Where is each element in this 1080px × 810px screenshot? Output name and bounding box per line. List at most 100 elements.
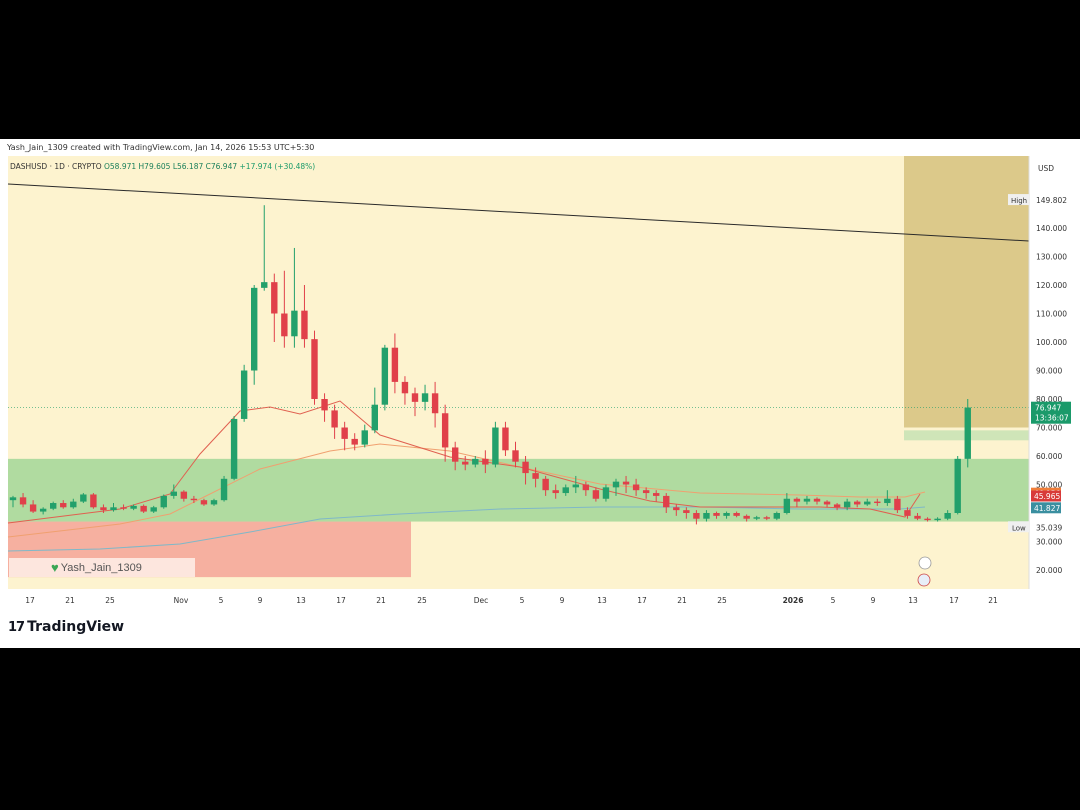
chart-svg: USD 140.000 130.000 120.000 110.000 100.000 90… (0, 156, 1080, 609)
candle-body (924, 518, 931, 521)
candle-body (582, 484, 590, 491)
x-tick-label: 17 (949, 596, 959, 605)
candle-body (230, 418, 238, 479)
trendline (7, 183, 1030, 242)
candle-body (100, 507, 107, 511)
candle-body (210, 500, 218, 505)
candle-body (562, 487, 569, 494)
candle-body (833, 504, 841, 508)
flag-icon (917, 573, 931, 587)
last-price-tag: 76.947 (1035, 404, 1061, 413)
candle-body (673, 507, 680, 511)
candle-body (743, 515, 750, 519)
candle-body (271, 282, 278, 314)
low-tag-bg (1008, 521, 1029, 533)
ma-blue-line (7, 506, 926, 552)
candle-body (150, 507, 157, 512)
candle-body (50, 503, 57, 509)
candle-body (512, 450, 519, 462)
candle-body (180, 491, 188, 499)
candle-body (29, 504, 37, 512)
candle-body (854, 501, 861, 505)
candle-body (663, 495, 670, 508)
candle-body (934, 518, 941, 521)
candle-body (281, 313, 288, 337)
credit-text: Yash_Jain_1309 created with TradingView.… (7, 143, 315, 152)
x-tick-label: 21 (65, 596, 75, 605)
candle-body (130, 505, 137, 509)
ma-blue-tag: 41.827 (1034, 504, 1060, 513)
candle-body (944, 513, 951, 519)
candle-body (80, 494, 87, 502)
candle-body (291, 310, 298, 337)
ma-blue-tag-bg (1031, 502, 1061, 514)
y-tick-label: 20.000 (1036, 566, 1062, 575)
candle-body (793, 498, 801, 502)
candle-body (190, 498, 198, 501)
event-icon (918, 556, 932, 570)
candle-body (401, 381, 409, 394)
x-tick-label: 9 (560, 596, 565, 605)
candle-body (381, 347, 389, 405)
x-tick-label: 2026 (783, 596, 804, 605)
y-tick-label: 90.000 (1036, 367, 1062, 376)
x-tick-label: 9 (871, 596, 876, 605)
x-tick-label: 17 (637, 596, 647, 605)
candle-body (321, 399, 328, 411)
y-tick-label: 70.000 (1036, 424, 1062, 433)
x-tick-label: Dec (474, 596, 489, 605)
candle-body (311, 339, 318, 399)
candle-body (482, 458, 489, 465)
candle-body (90, 494, 97, 508)
y-tick-label: 50.000 (1036, 481, 1062, 490)
candle-body (723, 513, 730, 516)
ma-red-tag: 45.965 (1034, 492, 1060, 501)
x-tick-label: 21 (376, 596, 386, 605)
currency-label: USD (1038, 164, 1054, 173)
candle-body (904, 510, 911, 516)
x-tick-label: 17 (336, 596, 346, 605)
candle-body (220, 478, 228, 501)
symbol-label: DASHUSD · 1D · CRYPTO (10, 162, 102, 171)
candle-body (683, 510, 690, 513)
countdown-tag: 13:36:07 (1035, 414, 1069, 423)
candle-body (441, 413, 449, 448)
y-tick-label: 130.000 (1036, 253, 1067, 262)
candle-body (622, 481, 630, 485)
candle-body (361, 430, 368, 445)
candle-body (110, 507, 117, 511)
candle-body (492, 427, 499, 465)
tv-icon: 17 (8, 619, 25, 635)
candle-body (341, 427, 348, 439)
candle-body (431, 393, 439, 414)
author-watermark: ♥ Yash_Jain_1309 (9, 558, 195, 577)
ma-red-line (7, 400, 921, 524)
candle-body (592, 490, 600, 499)
candle-body (753, 517, 760, 519)
candle-body (411, 393, 419, 402)
candle-body (60, 503, 67, 508)
candle-body (70, 501, 77, 508)
candle-body (914, 515, 921, 519)
candle-body (39, 508, 47, 512)
y-tick-label: 110.000 (1036, 310, 1067, 319)
candle-body (261, 282, 268, 288)
x-tick-label: 5 (831, 596, 836, 605)
candle-body (894, 498, 901, 511)
x-tick-label: 25 (105, 596, 115, 605)
candle-body (301, 310, 308, 340)
low-value: L56.187 (172, 162, 204, 171)
tradingview-logo[interactable]: 17 TradingView (8, 619, 124, 635)
open-value: O58.971 (104, 162, 137, 171)
y-tick-label: 60.000 (1036, 452, 1062, 461)
x-tick-label: 25 (717, 596, 727, 605)
candle-body (773, 513, 780, 519)
x-tick-label: 9 (258, 596, 263, 605)
candle-body (170, 491, 177, 496)
ma-orange-line (7, 443, 926, 538)
candle-body (642, 490, 650, 494)
y-tick-label: 100.000 (1036, 338, 1067, 347)
candle-body (874, 501, 881, 504)
y-tick-label: 30.000 (1036, 538, 1062, 547)
candle-body (823, 501, 831, 505)
